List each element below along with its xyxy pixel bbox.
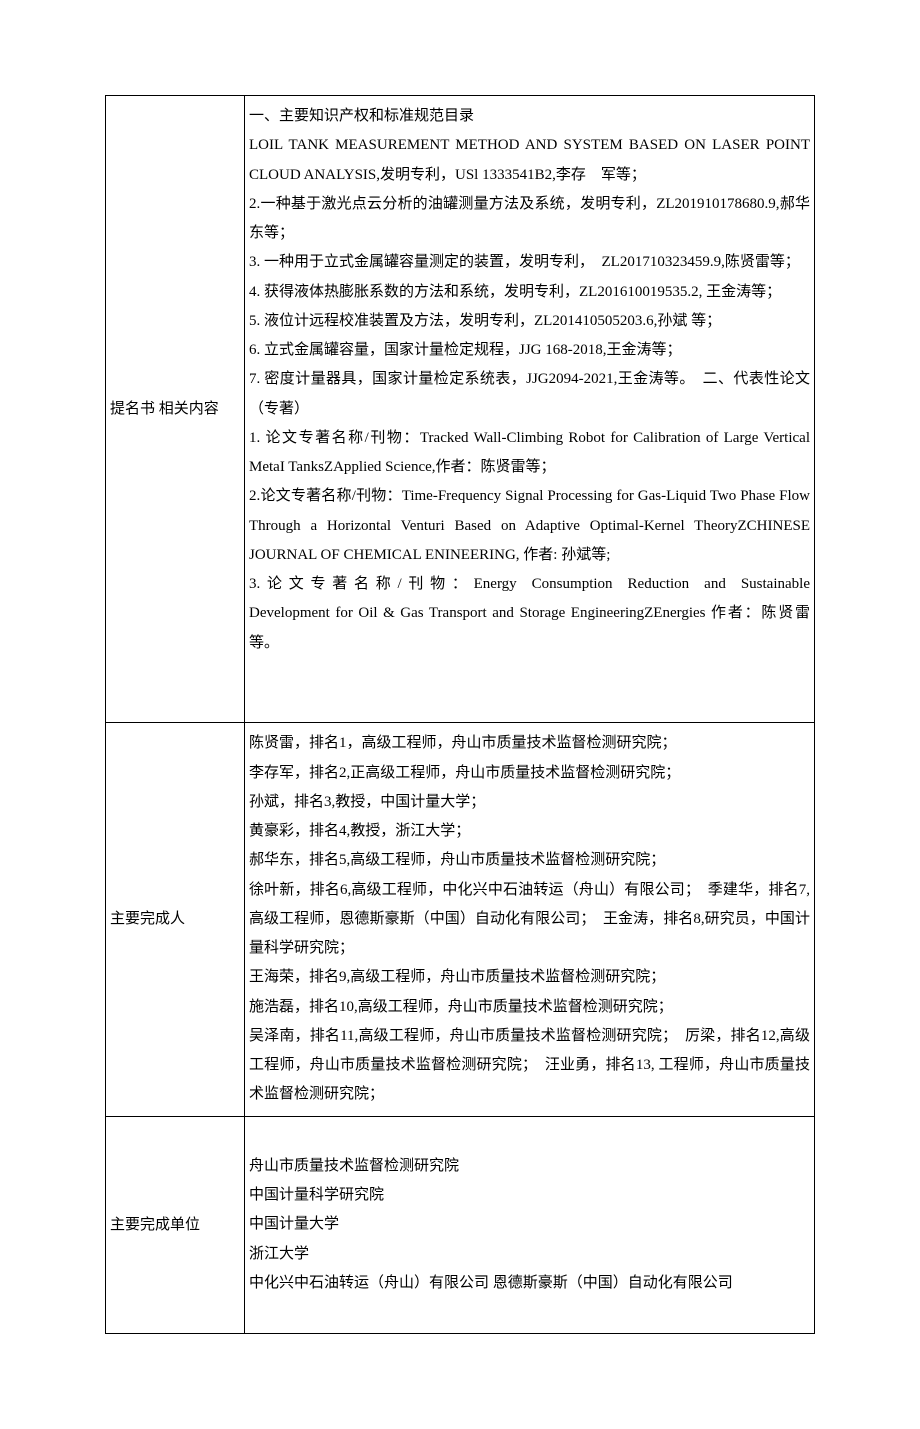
content-line: 6. 立式金属罐容量，国家计量检定规程，JJG 168-2018,王金涛等；	[249, 336, 810, 365]
content-line: 中国计量大学	[249, 1210, 810, 1239]
content-line	[249, 1298, 810, 1327]
content-line: 孙斌，排名3,教授，中国计量大学；	[249, 788, 810, 817]
content-line: 7. 密度计量器具，国家计量检定系统表，JJG2094-2021,王金涛等。 二…	[249, 365, 810, 424]
row-label-1: 主要完成人	[106, 723, 245, 1116]
content-line: 4. 获得液体热膨胀系数的方法和系统，发明专利，ZL201610019535.2…	[249, 278, 810, 307]
content-line: 陈贤雷，排名1，高级工程师，舟山市质量技术监督检测研究院；	[249, 729, 810, 758]
content-line: 黄豪彩，排名4,教授，浙江大学；	[249, 817, 810, 846]
content-line	[249, 658, 810, 687]
content-line: 3.论文专著名称/刊物：Energy Consumption Reduction…	[249, 570, 810, 658]
page-container: 提名书 相关内容 一、主要知识产权和标准规范目录 LOIL TANK MEASU…	[0, 0, 920, 1429]
content-line: 施浩磊，排名10,高级工程师，舟山市质量技术监督检测研究院；	[249, 993, 810, 1022]
document-table: 提名书 相关内容 一、主要知识产权和标准规范目录 LOIL TANK MEASU…	[105, 95, 815, 1334]
content-line	[249, 687, 810, 716]
table-row: 提名书 相关内容 一、主要知识产权和标准规范目录 LOIL TANK MEASU…	[106, 96, 815, 723]
content-line: 王海荣，排名9,高级工程师，舟山市质量技术监督检测研究院；	[249, 963, 810, 992]
content-line: 李存军，排名2,正高级工程师，舟山市质量技术监督检测研究院；	[249, 759, 810, 788]
content-line: 浙江大学	[249, 1240, 810, 1269]
content-line: 吴泽南，排名11,高级工程师，舟山市质量技术监督检测研究院； 厉梁，排名12,高…	[249, 1022, 810, 1110]
content-line: LOIL TANK MEASUREMENT METHOD AND SYSTEM …	[249, 131, 810, 190]
content-line: 郝华东，排名5,高级工程师，舟山市质量技术监督检测研究院；	[249, 846, 810, 875]
table-row: 主要完成人 陈贤雷，排名1，高级工程师，舟山市质量技术监督检测研究院； 李存军，…	[106, 723, 815, 1116]
content-line: 3. 一种用于立式金属罐容量测定的装置，发明专利， ZL201710323459…	[249, 248, 810, 277]
content-line	[249, 1123, 810, 1152]
content-line: 舟山市质量技术监督检测研究院	[249, 1152, 810, 1181]
row-label-2: 主要完成单位	[106, 1116, 245, 1334]
content-line: 一、主要知识产权和标准规范目录	[249, 102, 810, 131]
row-content-1: 陈贤雷，排名1，高级工程师，舟山市质量技术监督检测研究院； 李存军，排名2,正高…	[245, 723, 815, 1116]
content-line: 中国计量科学研究院	[249, 1181, 810, 1210]
row-label-0: 提名书 相关内容	[106, 96, 245, 723]
content-line: 2.论文专著名称/刊物：Time-Frequency Signal Proces…	[249, 482, 810, 570]
content-line: 5. 液位计远程校准装置及方法，发明专利，ZL201410505203.6,孙斌…	[249, 307, 810, 336]
content-line: 1. 论文专著名称/刊物：Tracked Wall-Climbing Robot…	[249, 424, 810, 483]
table-row: 主要完成单位 舟山市质量技术监督检测研究院 中国计量科学研究院 中国计量大学 浙…	[106, 1116, 815, 1334]
content-line: 2.一种基于激光点云分析的油罐测量方法及系统，发明专利，ZL2019101786…	[249, 190, 810, 249]
row-content-0: 一、主要知识产权和标准规范目录 LOIL TANK MEASUREMENT ME…	[245, 96, 815, 723]
content-line: 中化兴中石油转运（舟山）有限公司 恩德斯豪斯（中国）自动化有限公司	[249, 1269, 810, 1298]
content-line: 徐叶新，排名6,高级工程师，中化兴中石油转运（舟山）有限公司； 季建华，排名7,…	[249, 876, 810, 964]
row-content-2: 舟山市质量技术监督检测研究院 中国计量科学研究院 中国计量大学 浙江大学 中化兴…	[245, 1116, 815, 1334]
